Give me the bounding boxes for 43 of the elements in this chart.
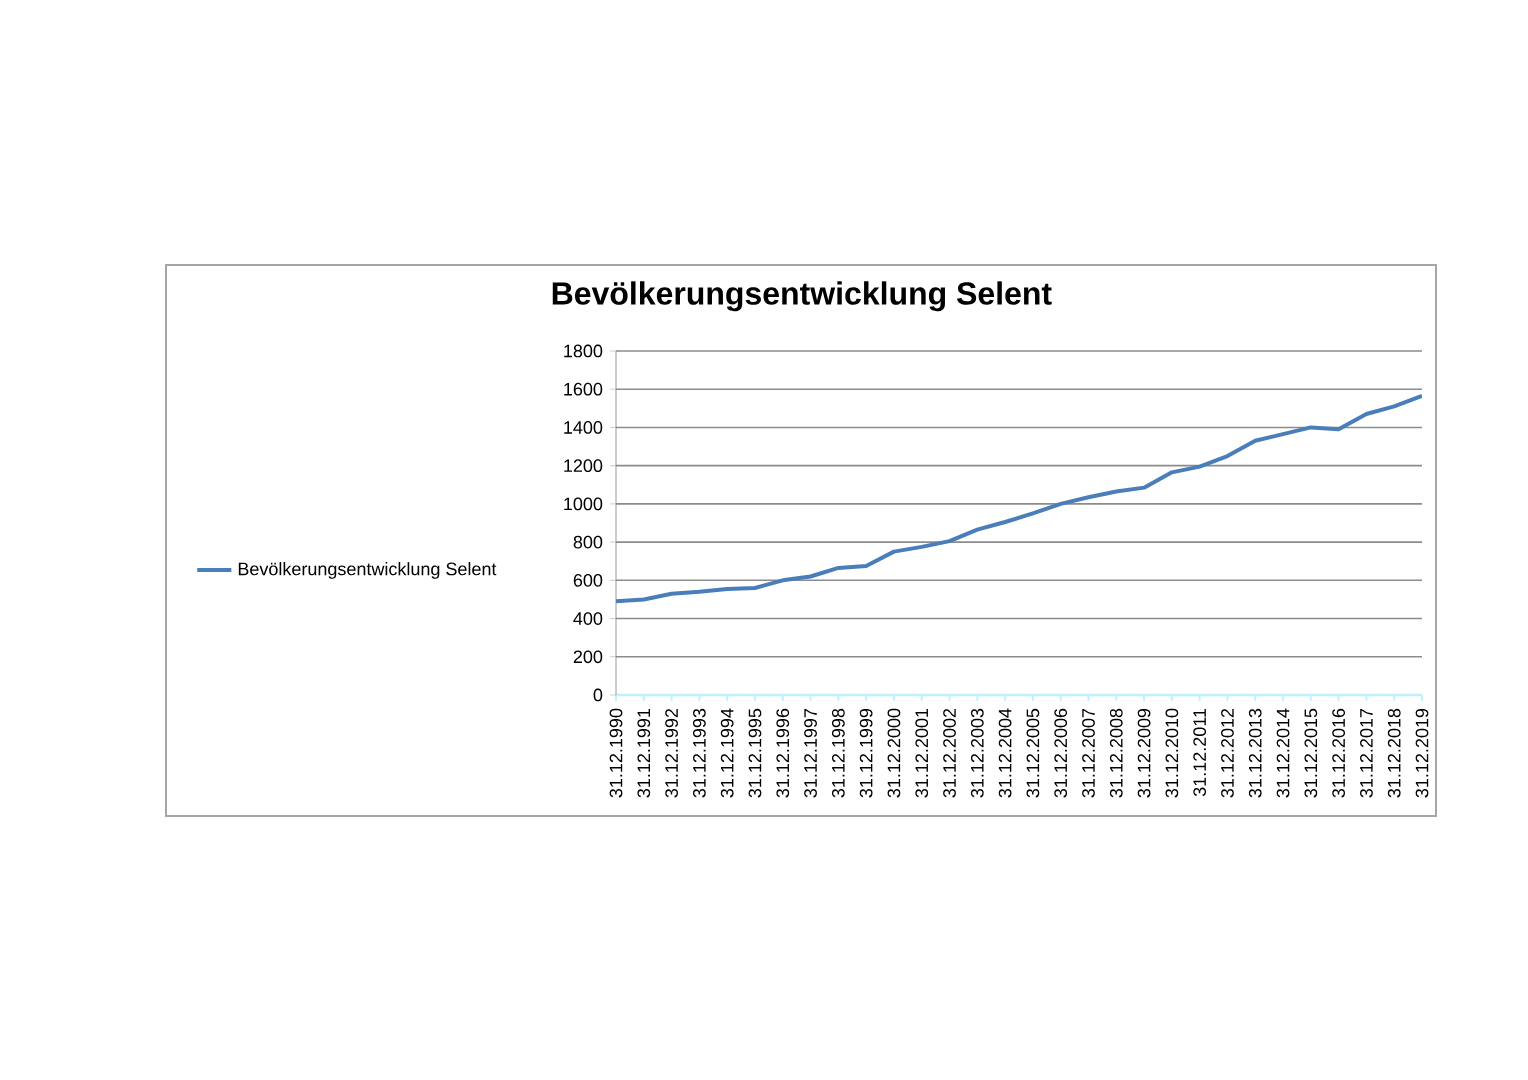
- x-tick-label: 31.12.1994: [720, 708, 734, 798]
- x-tick-label: 31.12.2017: [1360, 708, 1373, 798]
- x-tick-label: 31.12.2007: [1082, 708, 1095, 798]
- x-tick-label: 31.12.1993: [693, 708, 706, 798]
- x-tick-label: 31.12.2011: [1193, 708, 1207, 797]
- x-tick-label: 31.12.2015: [1304, 708, 1318, 798]
- y-tick-label: 800: [573, 535, 603, 549]
- x-tick-label: 31.12.1991: [637, 708, 651, 798]
- x-tick-label: 31.12.1999: [859, 708, 873, 798]
- x-tick-label: 31.12.1990: [609, 708, 623, 798]
- x-tick-label: 31.12.1997: [804, 708, 817, 798]
- line-series: [616, 393, 1422, 604]
- legend-label: Bevölkerungsentwicklung Selent: [238, 562, 497, 579]
- y-tick-label: 400: [573, 612, 603, 625]
- x-tick-label: 31.12.2013: [1248, 708, 1262, 798]
- x-tick-label: 31.12.2009: [1137, 708, 1151, 798]
- x-tick-label: 31.12.2000: [887, 708, 901, 798]
- x-tick-label: 31.12.2018: [1387, 708, 1401, 798]
- y-tick-label: 200: [573, 650, 603, 664]
- x-tick-label: 31.12.1996: [776, 708, 790, 798]
- x-tick-label: 31.12.1992: [665, 708, 678, 798]
- x-tick-label: 31.12.1995: [748, 708, 762, 798]
- x-tick-label: 31.12.2016: [1332, 708, 1345, 798]
- x-tick-label: 31.12.2001: [915, 708, 929, 798]
- y-tick-label: 1600: [564, 382, 603, 396]
- chart-title: Bevölkerungsentwicklung Selent: [552, 281, 1052, 312]
- y-tick-label: 1800: [564, 344, 603, 358]
- y-tick-label: 1000: [564, 497, 603, 511]
- x-tick-label: 31.12.2002: [943, 708, 956, 798]
- y-tick-label: 0: [593, 688, 603, 702]
- x-tick-label: 31.12.2008: [1109, 708, 1123, 798]
- x-tick-label: 31.12.2003: [970, 708, 984, 798]
- x-tick-label: 31.12.2004: [998, 708, 1012, 798]
- x-tick-label: 31.12.2012: [1221, 708, 1234, 798]
- y-tick-label: 600: [573, 573, 603, 587]
- x-tick-label: 31.12.2019: [1415, 708, 1429, 798]
- x-tick-label: 31.12.2005: [1026, 708, 1040, 798]
- x-tick-label: 31.12.2010: [1165, 708, 1179, 798]
- x-tick-label: 31.12.2014: [1276, 708, 1290, 798]
- y-tick-label: 1400: [564, 421, 603, 434]
- x-tick-label: 31.12.2006: [1054, 708, 1068, 798]
- x-tick-label: 31.12.1998: [831, 708, 845, 798]
- y-tick-label: 1200: [564, 459, 603, 473]
